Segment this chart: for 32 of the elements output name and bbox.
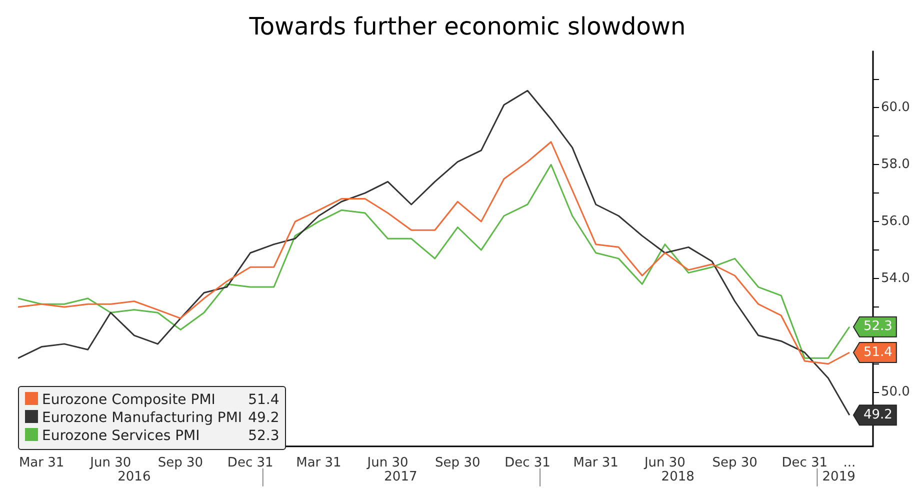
- data-label: 51.4: [863, 344, 892, 360]
- legend-label: Eurozone Services PMI: [42, 427, 201, 445]
- text: 2019: [822, 469, 856, 484]
- x-tick-label: ...: [843, 456, 856, 471]
- text: 51.4: [248, 392, 280, 408]
- chart-title: Towards further economic slowdown: [248, 12, 686, 41]
- x-tick-label: Sep 30: [712, 456, 758, 471]
- x-tick-label: Sep 30: [158, 456, 204, 471]
- x-tick-label: Jun 30: [366, 456, 408, 471]
- y-tick-label: 58.0: [881, 157, 910, 172]
- legend-label: Eurozone Manufacturing PMI: [42, 409, 244, 427]
- y-tick-label: 54.0: [881, 270, 910, 286]
- text: 2016: [118, 469, 151, 484]
- data-label: 52.3: [863, 319, 892, 334]
- x-tick-label: Sep 30: [435, 456, 480, 471]
- text: 52.3: [248, 428, 280, 444]
- y-tick-label: 50.0: [881, 384, 910, 400]
- x-tick-label: Dec 31: [227, 456, 274, 471]
- text: 2017: [384, 469, 418, 484]
- x-tick-label: Mar 31: [296, 456, 342, 471]
- x-tick-label: Jun 30: [89, 456, 132, 471]
- text: 2018: [661, 469, 694, 484]
- data-label: 49.2: [863, 407, 892, 422]
- x-tick-label: Jun 30: [643, 456, 686, 471]
- y-tick-label: 60.0: [881, 100, 910, 116]
- text: 49.2: [248, 410, 280, 426]
- x-tick-label: Dec 31: [504, 456, 550, 471]
- y-tick-label: 56.0: [881, 214, 910, 229]
- legend-label: Eurozone Composite PMI: [42, 391, 216, 409]
- x-tick-label: Mar 31: [573, 456, 618, 471]
- x-tick-label: Dec 31: [782, 456, 828, 471]
- x-tick-label: Mar 31: [18, 456, 64, 471]
